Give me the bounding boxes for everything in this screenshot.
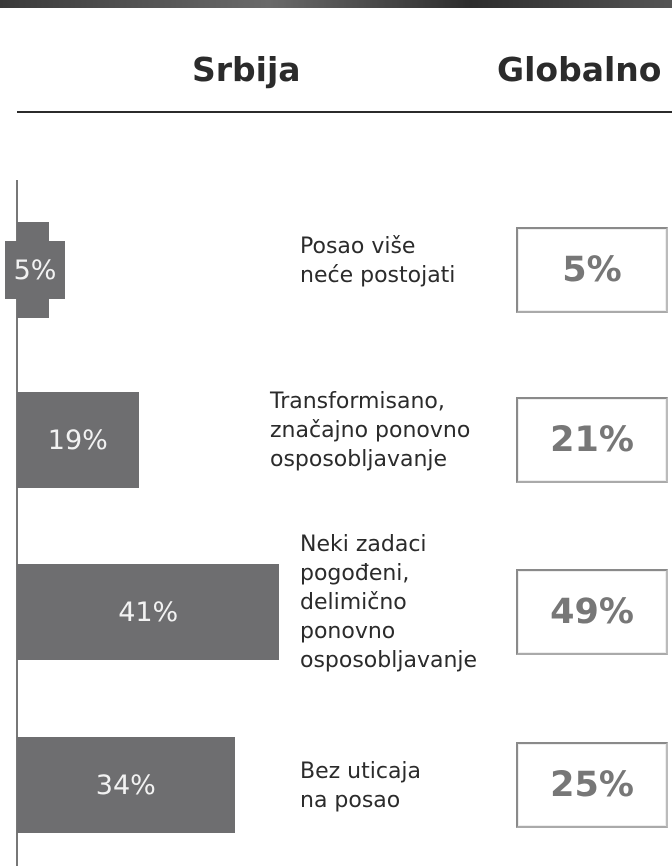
photo-strip <box>0 0 672 8</box>
category-label: Neki zadaci pogođeni, delimično ponovno … <box>300 532 478 673</box>
bar-label: 5% <box>5 241 65 299</box>
category-label: Bez uticaja na posao <box>300 759 422 813</box>
global-box: 49% <box>516 569 668 655</box>
category-label: Posao više neće postojati <box>300 234 456 288</box>
bar <box>17 392 139 488</box>
series-header: Srbija <box>192 50 301 89</box>
series-header: Globalno <box>497 50 662 89</box>
global-box: 5% <box>516 227 668 313</box>
axis-line <box>16 180 18 866</box>
bar-label: 34% <box>95 769 156 801</box>
global-box: 25% <box>516 742 668 828</box>
bar-label: 41% <box>118 596 179 628</box>
header-rule <box>17 111 672 113</box>
global-box: 21% <box>516 397 668 483</box>
bar <box>17 564 280 660</box>
bar <box>17 737 235 833</box>
category-label: Transformisano, značajno ponovno osposob… <box>270 389 471 472</box>
bar-label: 19% <box>47 424 108 456</box>
